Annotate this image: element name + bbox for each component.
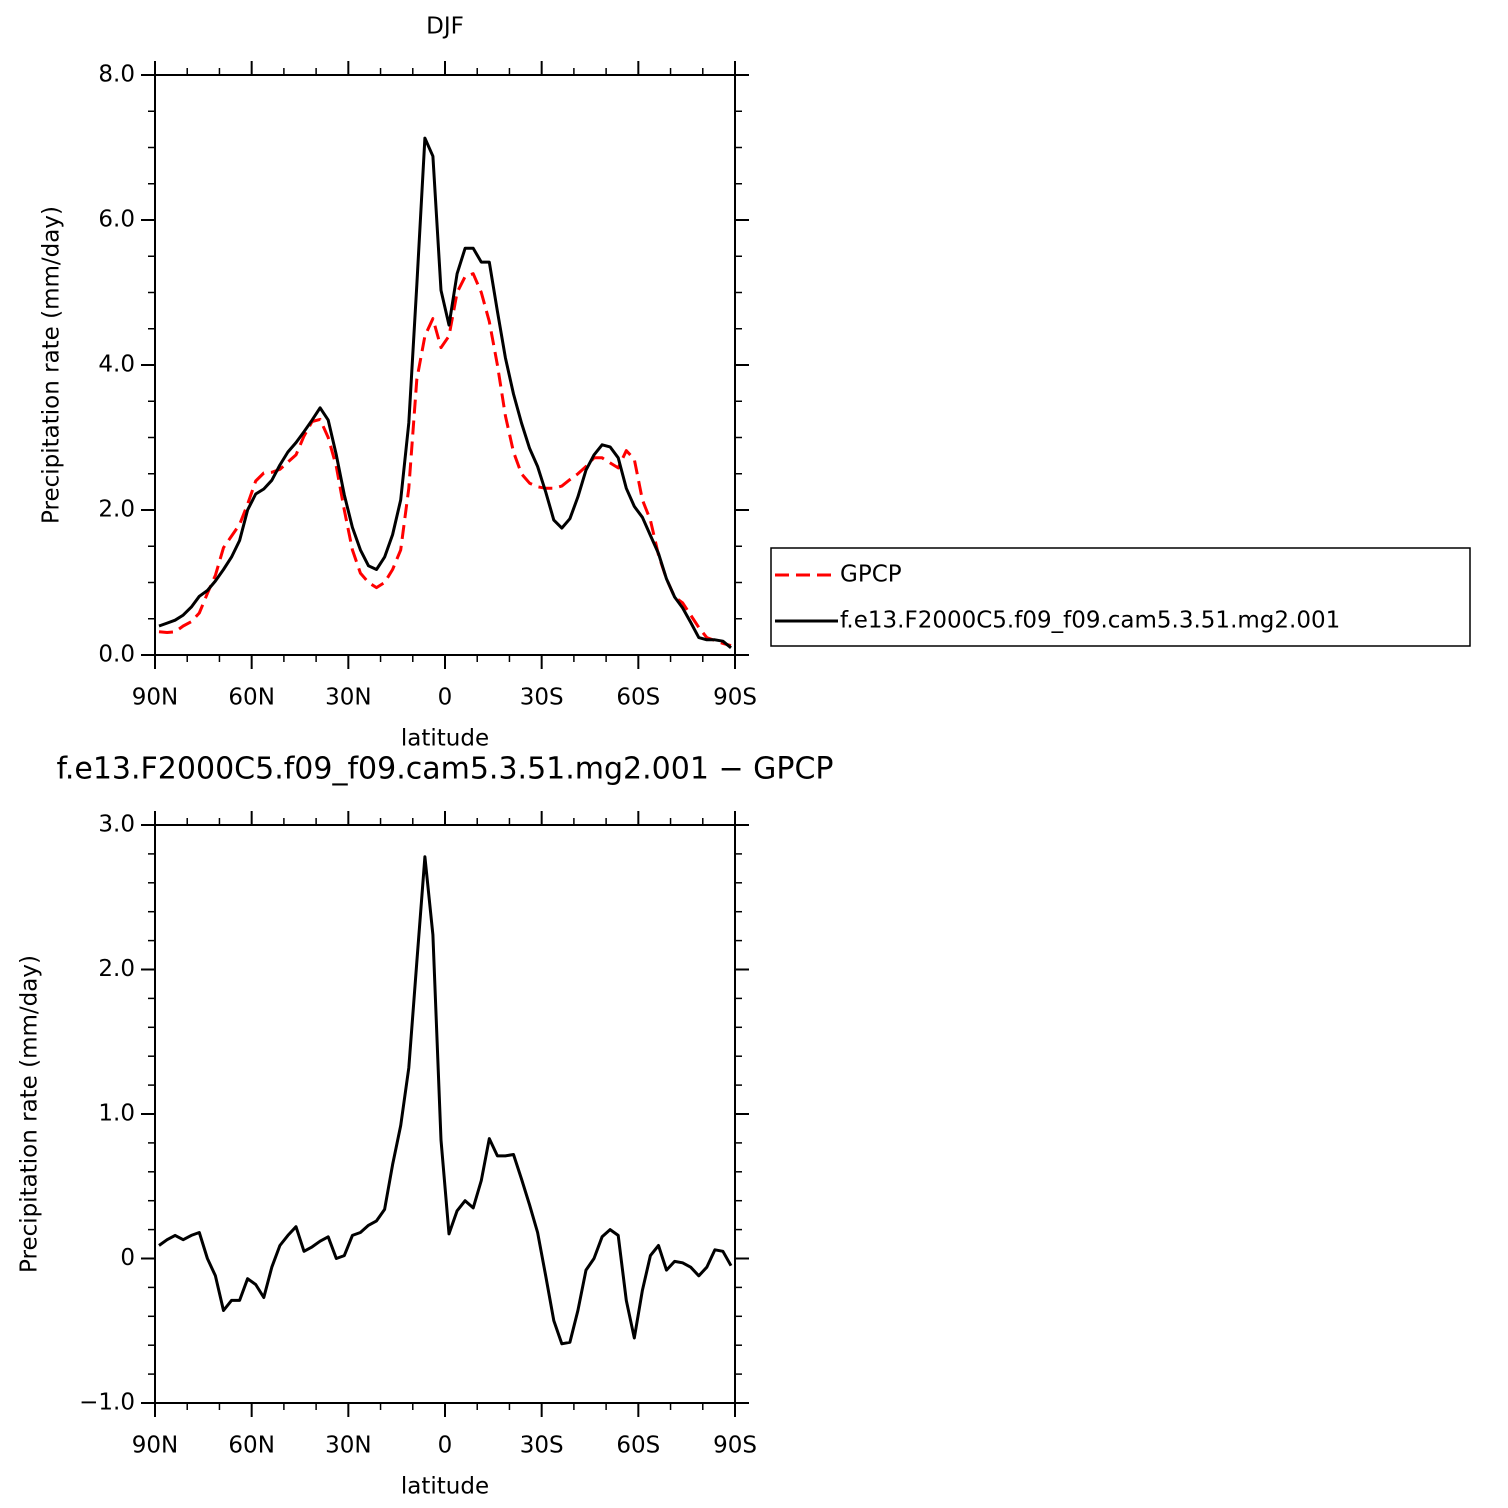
- y-tick-label: 1.0: [98, 1101, 135, 1127]
- x-tick-label: 0: [438, 1433, 453, 1459]
- x-tick-label: 30N: [325, 1433, 371, 1459]
- legend-label: GPCP: [840, 562, 902, 588]
- data-line: [158, 136, 732, 649]
- y-tick-label: 2.0: [98, 497, 135, 523]
- x-tick-label: 90S: [713, 1433, 757, 1459]
- x-tick-label: 0: [438, 685, 453, 711]
- x-tick-label: 90N: [132, 1433, 178, 1459]
- legend-box: [770, 547, 1471, 647]
- x-tick-label: 30N: [325, 685, 371, 711]
- x-tick-label: 60N: [228, 685, 274, 711]
- plot-frame: [154, 74, 736, 656]
- chart-title: DJF: [426, 14, 464, 40]
- plot-frame: [154, 824, 736, 1404]
- x-tick-label: 60S: [616, 685, 660, 711]
- data-line: [158, 272, 732, 648]
- y-tick-label: 0: [120, 1245, 135, 1271]
- x-tick-label: 60N: [228, 1433, 274, 1459]
- chart-title: f.e13.F2000C5.f09_f09.cam5.3.51.mg2.001 …: [56, 752, 833, 787]
- x-tick-label: 30S: [520, 685, 564, 711]
- x-axis-label: latitude: [401, 726, 489, 752]
- y-tick-label: 2.0: [98, 956, 135, 982]
- y-tick-label: 6.0: [98, 207, 135, 233]
- y-tick-label: −1.0: [79, 1390, 135, 1416]
- y-tick-label: 4.0: [98, 352, 135, 378]
- y-tick-label: 0.0: [98, 642, 135, 668]
- y-tick-label: 3.0: [98, 812, 135, 838]
- data-line: [158, 855, 733, 1346]
- legend: GPCP f.e13.F2000C5.f09_f09.cam5.3.51.mg2.…: [770, 547, 1471, 647]
- legend-label: f.e13.F2000C5.f09_f09.cam5.3.51.mg2.001: [840, 608, 1340, 634]
- y-axis-label: Precipitation rate (mm/day): [17, 955, 43, 1273]
- x-tick-label: 60S: [616, 1433, 660, 1459]
- x-axis-label: latitude: [401, 1474, 489, 1500]
- y-axis-label: Precipitation rate (mm/day): [39, 206, 65, 524]
- y-tick-label: 8.0: [98, 62, 135, 88]
- x-tick-label: 30S: [520, 1433, 564, 1459]
- x-tick-label: 90S: [713, 685, 757, 711]
- x-tick-label: 90N: [132, 685, 178, 711]
